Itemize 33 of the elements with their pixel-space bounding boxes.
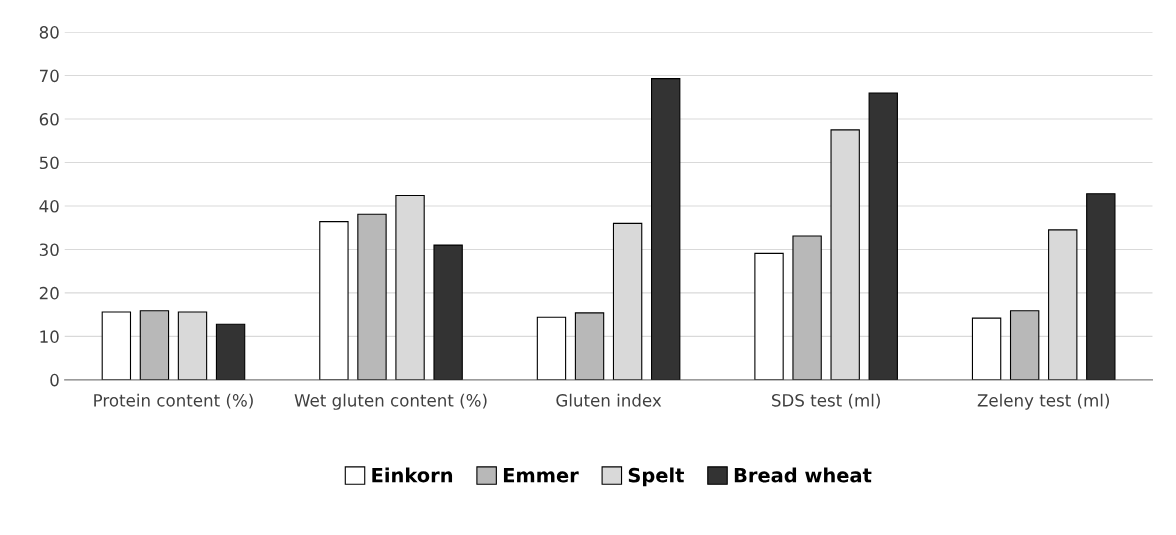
bar bbox=[868, 92, 898, 380]
bar bbox=[650, 78, 681, 380]
legend-label: Spelt bbox=[628, 467, 684, 487]
y-tick-label: 30 bbox=[39, 243, 59, 257]
bar bbox=[754, 252, 784, 380]
bar bbox=[574, 312, 605, 380]
bar bbox=[971, 317, 1002, 380]
y-tick-label: 20 bbox=[39, 286, 59, 300]
x-tick-label: Protein content (%) bbox=[94, 393, 253, 409]
bar bbox=[1086, 193, 1116, 380]
y-tick-label: 50 bbox=[39, 156, 59, 170]
x-tick-label: Zeleny test (ml) bbox=[977, 393, 1109, 410]
bar bbox=[319, 221, 349, 380]
legend-label: Einkorn bbox=[372, 467, 453, 483]
bar bbox=[357, 213, 387, 380]
x-tick-label: SDS test (ml) bbox=[772, 393, 880, 409]
y-tick-label: 10 bbox=[40, 330, 59, 343]
y-tick-label: 60 bbox=[39, 113, 59, 126]
bar bbox=[1009, 310, 1040, 380]
x-tick-label: Gluten index bbox=[556, 393, 662, 407]
bar bbox=[139, 310, 170, 380]
legend-label: Emmer bbox=[503, 468, 579, 483]
legend-label: Bread wheat bbox=[734, 467, 872, 483]
bar bbox=[792, 235, 822, 380]
bar bbox=[101, 311, 132, 380]
x-tick-label: Wet gluten content (%) bbox=[294, 393, 487, 410]
y-tick-label: 0 bbox=[50, 373, 59, 387]
y-tick-label: 40 bbox=[39, 199, 59, 213]
y-tick-label: 80 bbox=[39, 26, 59, 39]
y-tick-label: 70 bbox=[39, 69, 59, 83]
bar bbox=[536, 316, 567, 380]
bar bbox=[433, 244, 463, 380]
bar bbox=[215, 323, 246, 380]
